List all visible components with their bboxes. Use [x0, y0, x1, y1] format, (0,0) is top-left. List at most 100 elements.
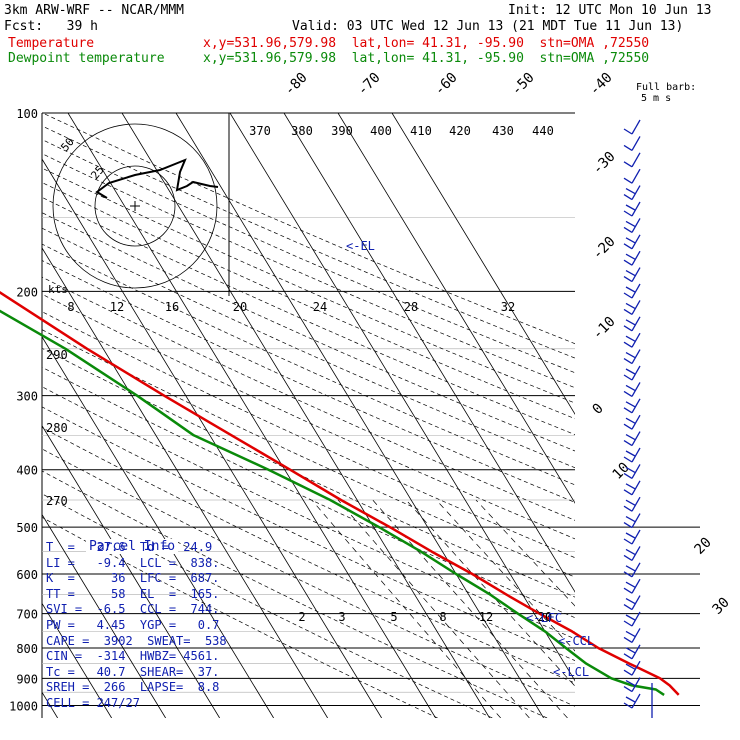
wind-barb-flag — [623, 390, 633, 397]
parcel-info-row: CIN = -314 HWBZ= 4561. — [46, 649, 220, 664]
dry-adiabat — [42, 493, 493, 718]
wind-barb — [631, 431, 641, 446]
mixing-ratio-label: 16 — [165, 300, 179, 314]
wind-barb-flag — [623, 144, 633, 151]
isotherm-label: 0 — [590, 401, 607, 418]
wind-barb-flag — [623, 571, 633, 578]
pressure-tick-label: 500 — [16, 521, 38, 535]
wind-barb — [631, 578, 641, 594]
wind-barb-flag — [623, 604, 633, 611]
wind-barb — [631, 250, 641, 266]
parcel-info-row: CAPE = 3902 SWEAT= 538 — [46, 633, 227, 648]
lfc-annotation: <-LFC — [526, 611, 562, 625]
isotherm-label: -40 — [587, 70, 616, 99]
wind-barb — [631, 201, 641, 217]
isotherm-label: 20 — [692, 535, 715, 558]
wind-barb — [631, 300, 641, 315]
mixing-ratio-label: 5 — [390, 610, 397, 624]
wind-barb — [631, 414, 641, 430]
valid-time: Valid: 03 UTC Wed 12 Jun 13 (21 MDT Tue … — [292, 19, 684, 34]
isotherm-label: -70 — [355, 70, 384, 99]
isotherm-line — [0, 113, 4, 718]
barb-legend-units: 5 m s — [641, 93, 672, 104]
parcel-info-row: SVI = -6.5 CCL = 744. — [46, 602, 220, 617]
el-annotation: <-EL — [346, 239, 375, 253]
wind-barb-flag — [623, 423, 633, 430]
isotherm-label: -20 — [590, 234, 619, 263]
isotherm-line — [42, 513, 166, 718]
wind-barb-flag — [625, 516, 636, 523]
wind-barb — [631, 283, 641, 299]
mixing-ratio-label: 12 — [110, 300, 124, 314]
theta-side-label: 270 — [46, 494, 68, 508]
wind-barb-flag — [625, 319, 636, 326]
parcel-info-panel: T = 27.6 Td = 24.9 LI = -9.4 LCL = 838. K … — [46, 540, 234, 712]
wind-barb-flag — [623, 226, 633, 233]
pressure-tick-label: 100 — [16, 107, 38, 121]
wind-barb-flag — [625, 581, 636, 588]
hodograph-trace — [95, 158, 219, 199]
isotherm-label: -30 — [590, 149, 619, 178]
sounding-traces — [0, 290, 680, 696]
wind-barb — [631, 365, 641, 381]
dry-adiabat — [42, 196, 575, 436]
dry-adiabat — [42, 276, 575, 521]
mixing-ratio-label: 24 — [313, 300, 327, 314]
dry-adiabat — [42, 311, 575, 559]
hodograph-ring-label: 25 — [88, 163, 106, 182]
wind-barb-flag — [625, 253, 636, 260]
wind-barb-flag — [625, 302, 636, 309]
wind-barb-flag — [625, 237, 636, 244]
parcel-info-row: Tc = 40.7 SHEAR= 37. — [46, 664, 220, 679]
pressure-tick-label: 400 — [16, 464, 38, 478]
mixing-ratio-line — [436, 499, 575, 652]
wind-barb-flag — [623, 374, 633, 381]
wind-barb — [631, 382, 641, 397]
dry-adiabat — [42, 406, 575, 661]
parcel-info-row: SREH = 266 LAPSE= 8.8 — [46, 680, 220, 695]
isotherm-label: -80 — [282, 70, 311, 99]
dry-adiabat-lines — [42, 113, 575, 718]
wind-barb-flag — [625, 630, 636, 637]
pressure-tick-label: 300 — [16, 390, 38, 404]
mixing-ratio-label: 12 — [479, 610, 493, 624]
mixing-ratio-label: 8 — [67, 300, 74, 314]
wind-barb — [631, 513, 641, 528]
wind-barb — [631, 644, 641, 660]
wind-barb-flag — [623, 505, 633, 512]
wind-barb — [631, 693, 641, 709]
wind-barb-flag — [623, 259, 633, 266]
hodograph-ring — [52, 123, 218, 289]
wind-barb — [631, 660, 641, 676]
wind-barb-flag — [623, 177, 633, 184]
wind-barb-flag — [623, 636, 633, 643]
pressure-tick-label: 700 — [16, 608, 38, 622]
wind-barb-flag — [625, 614, 636, 621]
parcel-info-row: CELL = 247/27 — [46, 695, 140, 710]
wind-barb — [631, 480, 641, 496]
mixing-ratio-label: 20 — [233, 300, 247, 314]
isotherm-line — [67, 113, 436, 718]
mixing-ratio-line — [311, 499, 501, 718]
mixing-ratio-label: 20 — [538, 610, 552, 624]
wind-barb — [631, 168, 641, 184]
wind-barb-flag — [623, 128, 633, 135]
wind-barb-flag — [623, 472, 633, 479]
wind-barb-flag — [623, 243, 633, 250]
wind-barbs — [623, 119, 653, 718]
wind-barb-flag — [623, 358, 633, 365]
isotherm-label: 10 — [610, 460, 633, 483]
wind-barb-flag — [623, 538, 633, 545]
pressure-tick-label: 1000 — [9, 699, 38, 713]
parcel-info-row: T = 27.6 Td = 24.9 — [46, 540, 213, 554]
wind-barb — [631, 332, 641, 348]
pressure-tick-label: 600 — [16, 568, 38, 582]
wind-barb — [631, 496, 641, 512]
wind-barb — [631, 546, 641, 561]
wind-barb — [631, 119, 641, 135]
pressure-tick-label: 800 — [16, 642, 38, 656]
isotherm-line — [42, 602, 112, 718]
mixing-ratio-line — [337, 499, 530, 718]
theta-label: 430 — [492, 124, 514, 138]
